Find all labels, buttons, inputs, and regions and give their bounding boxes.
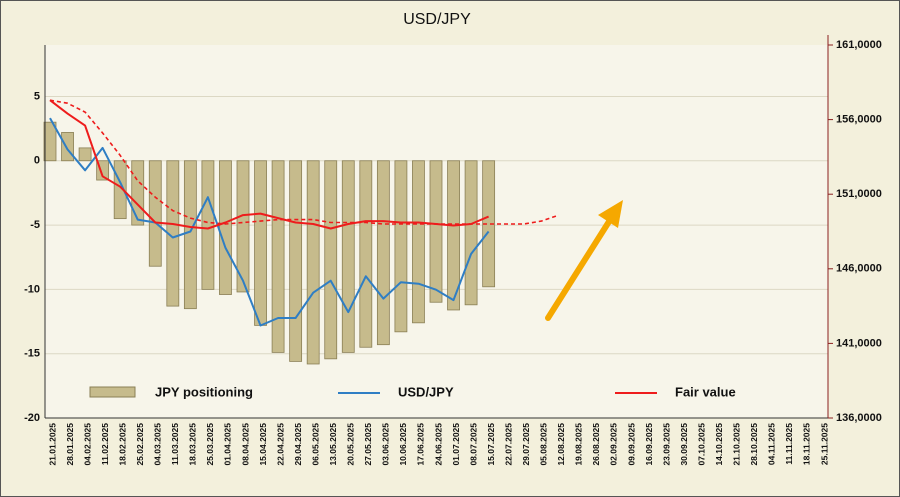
x-tick-label: 26.08.2025 [591, 423, 601, 466]
x-tick-label: 21.10.2025 [732, 423, 742, 466]
x-tick-label: 20.05.2025 [346, 423, 356, 466]
x-tick-label: 11.02.2025 [100, 423, 110, 465]
bar [148, 160, 162, 267]
x-tick-label: 29.07.2025 [521, 423, 531, 466]
bar [43, 121, 57, 162]
bar [482, 160, 496, 288]
x-tick-label: 07.10.2025 [696, 423, 706, 466]
x-tick-label: 15.07.2025 [486, 423, 496, 466]
x-tick-label: 11.11.2025 [784, 423, 794, 465]
bar [219, 160, 232, 295]
x-tick-label: 23.09.2025 [661, 423, 671, 466]
bar [341, 160, 355, 353]
y-tick-label: -20 [24, 412, 40, 424]
bar [394, 160, 408, 333]
x-tick-label: 05.08.2025 [539, 423, 549, 466]
dashed-line [49, 99, 560, 225]
x-tick-label: 03.06.2025 [381, 423, 391, 466]
x-tick-label: 19.08.2025 [574, 423, 584, 466]
x-tick-label: 12.08.2025 [556, 423, 566, 466]
y-tick-label: -5 [30, 219, 40, 231]
y-tick-label: -10 [24, 283, 40, 295]
y2-tick-label: 136,0000 [836, 412, 882, 424]
bar [429, 160, 443, 303]
x-tick-label: 25.03.2025 [205, 423, 215, 466]
x-tick-label: 14.10.2025 [714, 423, 724, 466]
x-tick-label: 18.02.2025 [117, 423, 127, 466]
y-tick-label: -15 [24, 348, 40, 360]
legend-label: USD/JPY [398, 384, 454, 399]
legend-swatch [89, 386, 136, 398]
x-tick-label: 01.07.2025 [451, 423, 461, 466]
x-tick-label: 18.03.2025 [188, 423, 198, 466]
bar [324, 160, 338, 360]
bar [78, 147, 92, 162]
x-tick-label: 06.05.2025 [310, 423, 320, 466]
bar [289, 160, 303, 362]
marks [43, 99, 560, 365]
y-tick-label: 0 [34, 155, 40, 167]
x-tick-label: 01.04.2025 [223, 423, 233, 466]
bar [201, 160, 215, 290]
x-tick-label: 22.07.2025 [503, 423, 513, 466]
bar [412, 160, 425, 324]
x-tick-label: 09.09.2025 [626, 423, 636, 466]
y2-tick-label: 161,0000 [836, 39, 882, 51]
x-tick-label: 24.06.2025 [433, 423, 443, 466]
bar [183, 160, 197, 310]
bar [236, 160, 250, 293]
x-tick-label: 13.05.2025 [328, 423, 338, 466]
chart-title: USD/JPY [403, 11, 471, 28]
bar [306, 160, 320, 365]
x-tick-label: 18.11.2025 [802, 423, 812, 465]
x-tick-label: 17.06.2025 [416, 423, 426, 466]
x-tick-label: 25.11.2025 [819, 423, 829, 465]
bar [254, 160, 267, 326]
x-tick-label: 30.09.2025 [679, 423, 689, 466]
legend-label: Fair value [675, 384, 736, 399]
y-tick-label: 5 [34, 90, 40, 102]
x-tick-label: 02.09.2025 [609, 423, 619, 466]
y2-tick-label: 146,0000 [836, 263, 882, 275]
x-tick-label: 04.11.2025 [767, 423, 777, 465]
x-tick-label: 04.02.2025 [82, 423, 92, 466]
bar [61, 132, 74, 162]
x-tick-label: 16.09.2025 [644, 423, 654, 466]
arrow [545, 200, 623, 321]
x-tick-label: 08.04.2025 [240, 423, 250, 466]
legend: JPY positioning USD/JPY Fair value [89, 384, 736, 399]
y2-tick-label: 151,0000 [836, 188, 882, 200]
x-tick-label: 22.04.2025 [275, 423, 285, 466]
bar [359, 160, 373, 348]
x-tick-label: 28.10.2025 [749, 423, 759, 466]
x-tick-label: 15.04.2025 [258, 423, 268, 466]
x-tick-label: 21.01.2025 [47, 423, 57, 466]
x-tick-label: 25.02.2025 [135, 423, 145, 466]
bar [464, 160, 478, 306]
line [49, 99, 489, 230]
bar [376, 160, 390, 346]
x-tick-label: 27.05.2025 [363, 423, 373, 466]
x-tick-label: 11.03.2025 [170, 423, 180, 465]
bar [131, 160, 145, 226]
bar [447, 160, 460, 311]
y2-tick-label: 156,0000 [836, 114, 882, 126]
legend-label: JPY positioning [155, 384, 253, 399]
x-tick-label: 08.07.2025 [468, 423, 478, 466]
y2-tick-label: 141,0000 [836, 337, 882, 349]
x-tick-label: 28.01.2025 [65, 423, 75, 466]
bar [271, 160, 285, 353]
x-tick-label: 04.03.2025 [153, 423, 163, 466]
x-tick-label: 29.04.2025 [293, 423, 303, 466]
x-tick-label: 10.06.2025 [398, 423, 408, 466]
